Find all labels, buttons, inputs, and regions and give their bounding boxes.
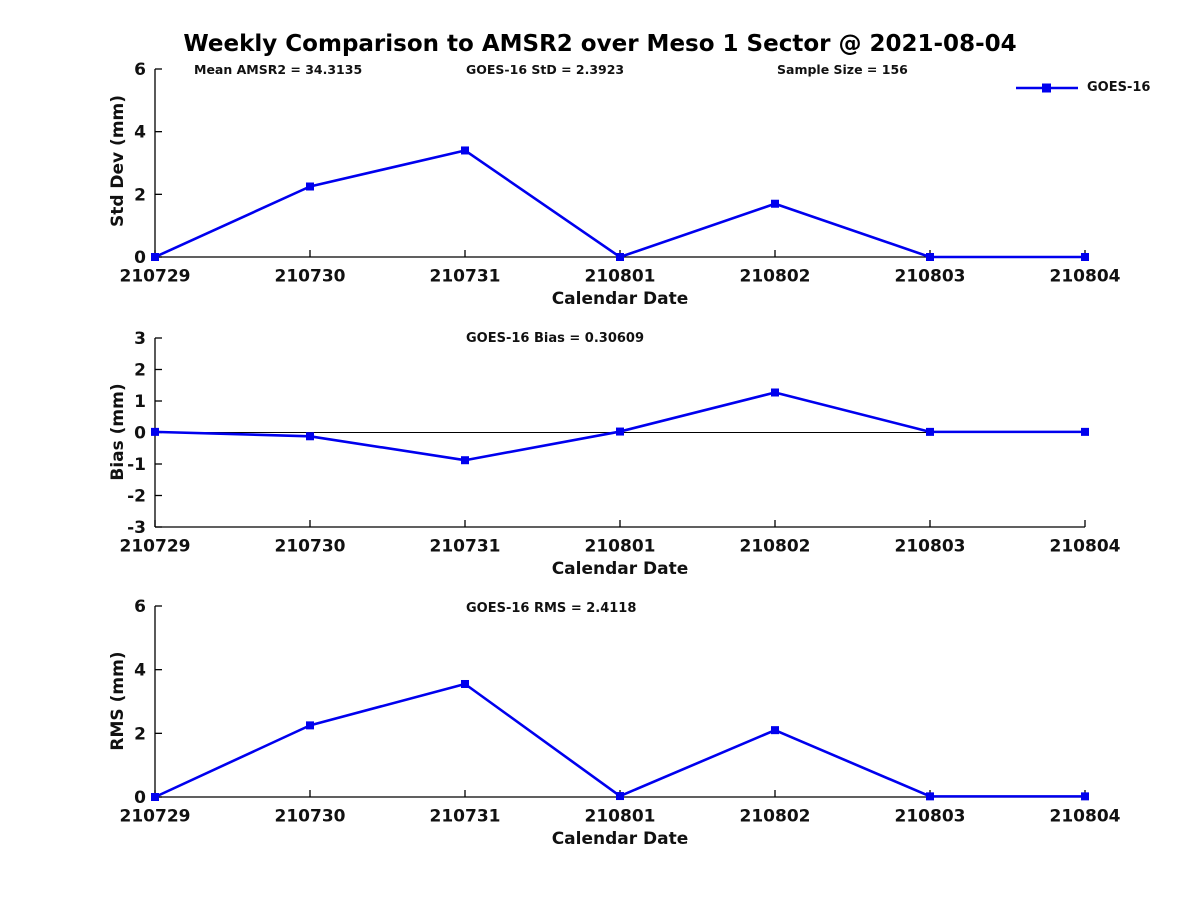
subplot-2-y-tick-label: 2 <box>134 361 146 381</box>
subplot-3-x-tick-label: 210802 <box>740 807 811 827</box>
subplot-1-x-tick-label: 210731 <box>430 267 501 287</box>
subplot-3-y-tick-label: 2 <box>134 724 146 744</box>
annotation-sample-size: Sample Size = 156 <box>777 62 908 77</box>
subplot-3-x-tick-label: 210804 <box>1050 807 1121 827</box>
subplot-2-data-point-marker <box>926 427 934 436</box>
subplot-1-data-point-marker <box>1081 253 1089 261</box>
subplot-1-y-tick-label: 0 <box>134 248 146 268</box>
subplot-3-data-point-marker <box>461 679 469 688</box>
subplot-1-data-point-marker <box>151 253 159 261</box>
subplot-2-y-tick-label: 0 <box>134 424 146 444</box>
subplot-3-x-axis-label: Calendar Date <box>551 829 689 849</box>
legend: GOES-16 <box>1015 80 1150 95</box>
subplot-2-data-point-marker <box>461 456 469 465</box>
subplot-1-data-point-marker <box>461 146 469 155</box>
figure-title: Weekly Comparison to AMSR2 over Meso 1 S… <box>183 31 1017 57</box>
subplot-1-data-point-marker <box>616 253 624 261</box>
subplot-2-y-tick-label: -1 <box>127 455 146 475</box>
subplot-1-x-axis-label: Calendar Date <box>551 289 689 309</box>
subplot-2-data-point-marker <box>306 432 314 441</box>
subplot-3-data-point-marker <box>771 726 779 735</box>
subplot-2-x-tick-label: 210801 <box>585 537 656 557</box>
subplot-2-x-tick-label: 210731 <box>430 537 501 557</box>
subplot-1-x-tick-label: 210730 <box>275 267 346 287</box>
subplot-1-y-tick-label: 6 <box>134 60 146 80</box>
subplot-2-title: GOES-16 Bias = 0.30609 <box>466 331 645 346</box>
subplot-1-data-point-marker <box>306 182 314 191</box>
subplot-2-x-axis-label: Calendar Date <box>551 559 689 579</box>
annotation-goes16-std: GOES-16 StD = 2.3923 <box>466 62 625 77</box>
subplot-1-x-tick-label: 210802 <box>740 267 811 287</box>
subplot-2-data-point-marker <box>771 388 779 397</box>
subplot-3-x-tick-label: 210803 <box>895 807 966 827</box>
subplot-3-data-point-marker <box>151 793 159 801</box>
subplot-2-series-line <box>154 391 1085 462</box>
subplot-2-x-tick-label: 210804 <box>1050 537 1121 557</box>
subplot-2-y-tick-label: -3 <box>127 518 146 538</box>
subplot-3-x-tick-label: 210730 <box>275 807 346 827</box>
subplot-2-y-tick-label: 3 <box>134 329 146 349</box>
subplot-3-data-point-marker <box>306 721 314 730</box>
subplot-1-data-point-marker <box>771 199 779 208</box>
subplot-3-series-line <box>154 682 1085 799</box>
subplot-1-y-tick-label: 4 <box>134 123 146 143</box>
subplot-3-y-tick-label: 6 <box>134 597 146 617</box>
subplot-1-series-line <box>154 149 1085 259</box>
subplot-1-x-tick-label: 210804 <box>1050 267 1121 287</box>
subplot-3-y-tick-label: 0 <box>134 788 146 808</box>
legend-line-marker-icon <box>1016 83 1078 92</box>
subplot-1-x-tick-label: 210801 <box>585 267 656 287</box>
subplot-3-data-point-marker <box>1081 792 1089 801</box>
subplot-3-x-tick-label: 210801 <box>585 807 656 827</box>
legend-label: GOES-16 <box>1087 80 1151 95</box>
subplot-3-data-point-marker <box>616 792 624 801</box>
subplot-2-data-point-marker <box>1081 427 1089 436</box>
subplot-1-y-tick-label: 2 <box>134 185 146 205</box>
subplot-1-data-point-marker <box>926 253 934 261</box>
subplot-2-y-tick-label: 1 <box>134 392 146 412</box>
subplot-2-x-tick-label: 210803 <box>895 537 966 557</box>
subplot-3-x-tick-label: 210729 <box>120 807 191 827</box>
subplot-2-data-point-marker <box>151 427 159 436</box>
subplot-3-title: GOES-16 RMS = 2.4118 <box>466 601 637 616</box>
annotation-mean-amsr2: Mean AMSR2 = 34.3135 <box>194 62 363 77</box>
subplot-3-data-point-marker <box>926 792 934 801</box>
subplot-2-x-tick-label: 210730 <box>275 537 346 557</box>
subplot-2-y-tick-label: -2 <box>127 487 146 507</box>
subplot-1-x-tick-label: 210729 <box>120 267 191 287</box>
subplot-3-y-tick-label: 4 <box>134 661 146 681</box>
subplot-1-x-tick-label: 210803 <box>895 267 966 287</box>
subplot-2-x-tick-label: 210729 <box>120 537 191 557</box>
subplot-2-x-tick-label: 210802 <box>740 537 811 557</box>
subplot-3-x-tick-label: 210731 <box>430 807 501 827</box>
subplot-2-data-point-marker <box>616 427 624 436</box>
